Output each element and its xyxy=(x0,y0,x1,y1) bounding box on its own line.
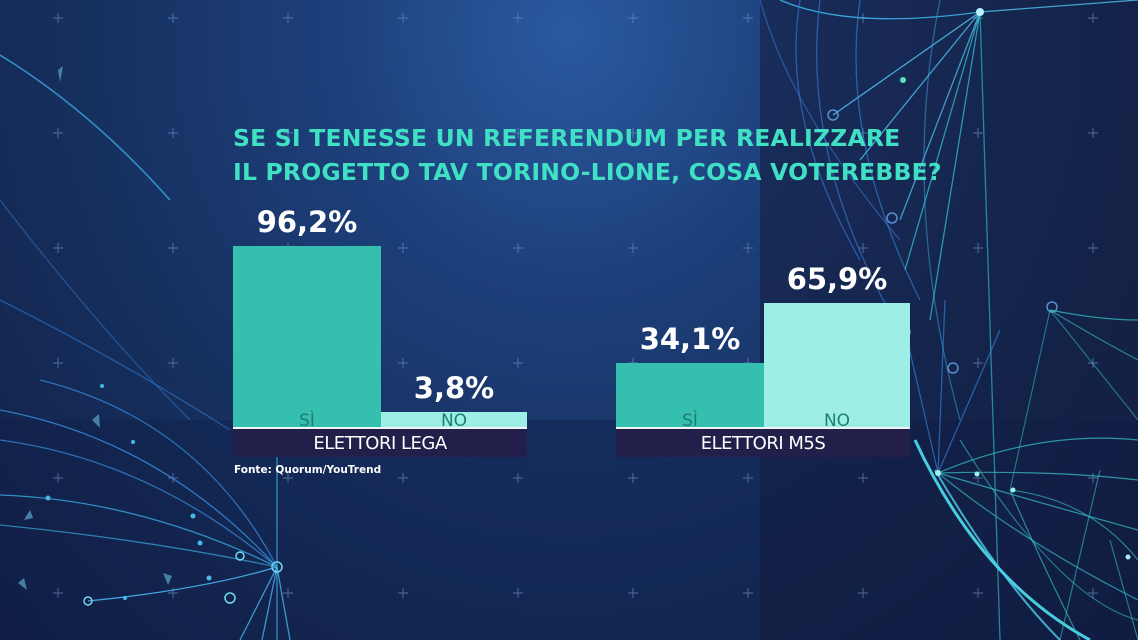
crosshair-mark xyxy=(1088,588,1098,598)
value-label-m5s-si: 34,1% xyxy=(639,322,741,356)
category-label-lega-si: SÌ xyxy=(299,411,315,431)
network-lines-right-top xyxy=(759,0,1138,640)
bar-m5s-no: NO xyxy=(764,303,910,431)
crosshair-mark xyxy=(743,128,753,138)
baseline-m5s xyxy=(616,427,910,429)
crosshair-mark xyxy=(168,128,178,138)
crosshair-mark xyxy=(513,243,523,253)
crosshair-mark xyxy=(168,243,178,253)
crosshair-mark xyxy=(398,13,408,23)
crosshair-mark xyxy=(283,13,293,23)
crosshair-mark xyxy=(1088,128,1098,138)
crosshair-mark xyxy=(398,588,408,598)
crosshair-mark xyxy=(1088,473,1098,483)
crosshair-mark xyxy=(53,358,63,368)
crosshair-mark xyxy=(973,588,983,598)
crosshair-mark xyxy=(1088,13,1098,23)
crosshair-mark xyxy=(283,128,293,138)
crosshair-mark xyxy=(628,128,638,138)
value-label-lega-si: 96,2% xyxy=(256,205,358,239)
category-label-m5s-no: NO xyxy=(823,411,851,431)
crosshair-mark xyxy=(628,588,638,598)
network-globe-right xyxy=(904,299,1138,640)
crosshair-mark xyxy=(858,473,868,483)
title-line-2: IL PROGETTO TAV TORINO-LIONE, COSA VOTER… xyxy=(233,158,942,186)
crosshair-mark xyxy=(513,358,523,368)
bar-lega-si: SÌ xyxy=(233,246,381,431)
title-line-1: SE SI TENESSE UN REFERENDUM PER REALIZZA… xyxy=(233,124,901,152)
group-label-m5s: ELETTORI M5S xyxy=(616,429,910,457)
crosshair-mark xyxy=(53,128,63,138)
crosshair-mark xyxy=(513,128,523,138)
crosshair-mark xyxy=(973,128,983,138)
crosshair-mark xyxy=(398,473,408,483)
crosshair-mark xyxy=(858,588,868,598)
crosshair-mark xyxy=(168,358,178,368)
crosshair-mark xyxy=(398,128,408,138)
crosshair-mark xyxy=(743,473,753,483)
bar-lega-no: NO xyxy=(381,411,527,431)
bar-group-m5s: 34,1% SÌ 65,9% NO ELETTORI M5S xyxy=(616,0,910,640)
crosshair-mark xyxy=(283,473,293,483)
value-label-m5s-no: 65,9% xyxy=(786,262,888,296)
crosshair-mark xyxy=(513,13,523,23)
crosshair-mark xyxy=(513,473,523,483)
crosshair-mark xyxy=(743,588,753,598)
crosshair-mark xyxy=(53,588,63,598)
crosshair-mark xyxy=(628,13,638,23)
crosshair-mark xyxy=(743,13,753,23)
source-note: Fonte: Quorum/YouTrend xyxy=(234,464,382,476)
network-lines-left xyxy=(0,199,291,640)
crosshair-mark xyxy=(1088,243,1098,253)
crosshair-mark xyxy=(628,243,638,253)
crosshair-mark xyxy=(858,243,868,253)
baseline-lega xyxy=(233,427,527,429)
crosshair-mark xyxy=(398,358,408,368)
category-label-m5s-si: SÌ xyxy=(682,411,698,431)
group-label-lega: ELETTORI LEGA xyxy=(233,429,527,457)
bar-group-lega: 96,2% SÌ 3,8% NO ELETTORI LEGA xyxy=(233,0,527,640)
crosshair-mark xyxy=(743,243,753,253)
crosshair-mark xyxy=(973,243,983,253)
crosshair-mark xyxy=(53,243,63,253)
chart-title: SE SI TENESSE UN REFERENDUM PER REALIZZA… xyxy=(233,121,942,189)
crosshair-mark xyxy=(398,243,408,253)
crosshair-mark xyxy=(513,588,523,598)
crosshair-mark xyxy=(973,358,983,368)
value-label-lega-no: 3,8% xyxy=(413,371,495,405)
crosshair-mark xyxy=(168,13,178,23)
crosshair-mark xyxy=(53,473,63,483)
crosshair-mark xyxy=(628,473,638,483)
crosshair-mark xyxy=(53,13,63,23)
category-label-lega-no: NO xyxy=(440,411,468,431)
bar-m5s-si: SÌ xyxy=(616,363,764,431)
crosshair-mark xyxy=(283,588,293,598)
